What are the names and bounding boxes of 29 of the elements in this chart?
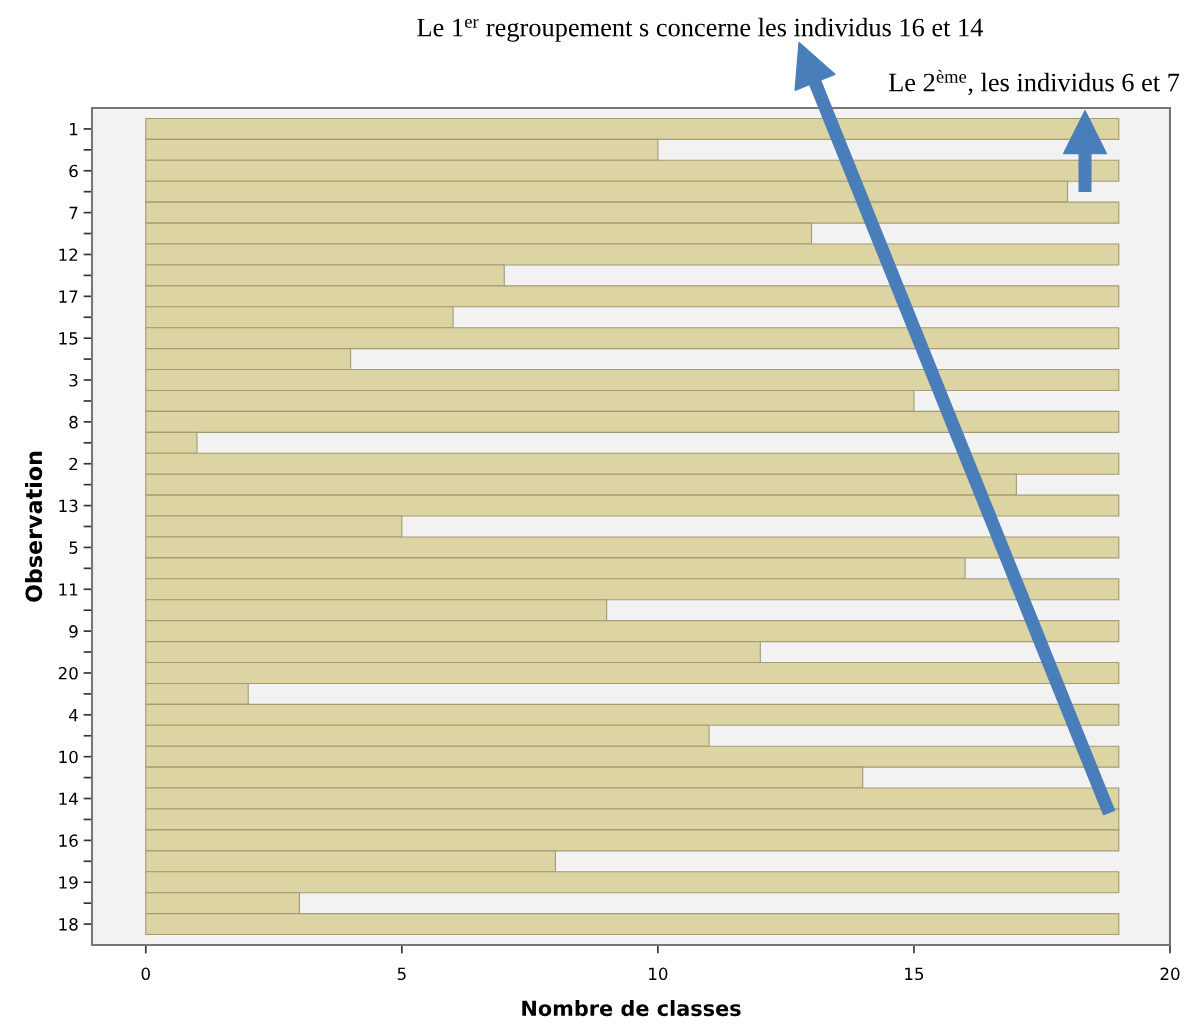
y-tick-label: 1: [70, 123, 78, 136]
y-tick-label: 20: [58, 666, 78, 680]
y-tick-label: 10: [59, 750, 78, 764]
x-axis-title: Nombre de classes: [522, 1000, 741, 1017]
y-tick-label: 17: [59, 290, 78, 303]
y-tick-label: 7: [69, 206, 78, 219]
y-axis-title: Observation: [24, 451, 43, 602]
y-tick-label: 16: [59, 834, 78, 847]
x-tick-label: 5: [397, 967, 406, 981]
y-tick-label: 6: [69, 164, 78, 178]
x-tick-label: 15: [905, 967, 924, 981]
y-tick-label: 9: [69, 625, 78, 638]
y-tick-label: 11: [59, 583, 78, 596]
y-tick-label: 15: [59, 332, 78, 345]
y-tick-label: 5: [69, 541, 78, 554]
x-tick-label: 10: [649, 967, 668, 981]
y-tick-label: 14: [59, 792, 78, 805]
y-tick-label: 2: [69, 457, 78, 471]
text: Le 2$^{ème}$, les individus 6 et 7: [888, 69, 1180, 96]
y-tick-label: 3: [69, 373, 78, 387]
y-tick-label: 4: [69, 709, 78, 722]
x-tick-label: 20: [1160, 967, 1180, 981]
y-tick-label: 18: [59, 918, 78, 931]
y-tick-label: 19: [59, 876, 78, 889]
y-tick-label: 8: [69, 415, 78, 429]
y-tick-label: 13: [59, 499, 78, 513]
y-tick-label: 12: [59, 248, 78, 261]
text: Le 1$^{er}$ regroupement s concerne les individus 16 et 14: [417, 17, 984, 42]
x-tick-label: 0: [141, 967, 150, 981]
